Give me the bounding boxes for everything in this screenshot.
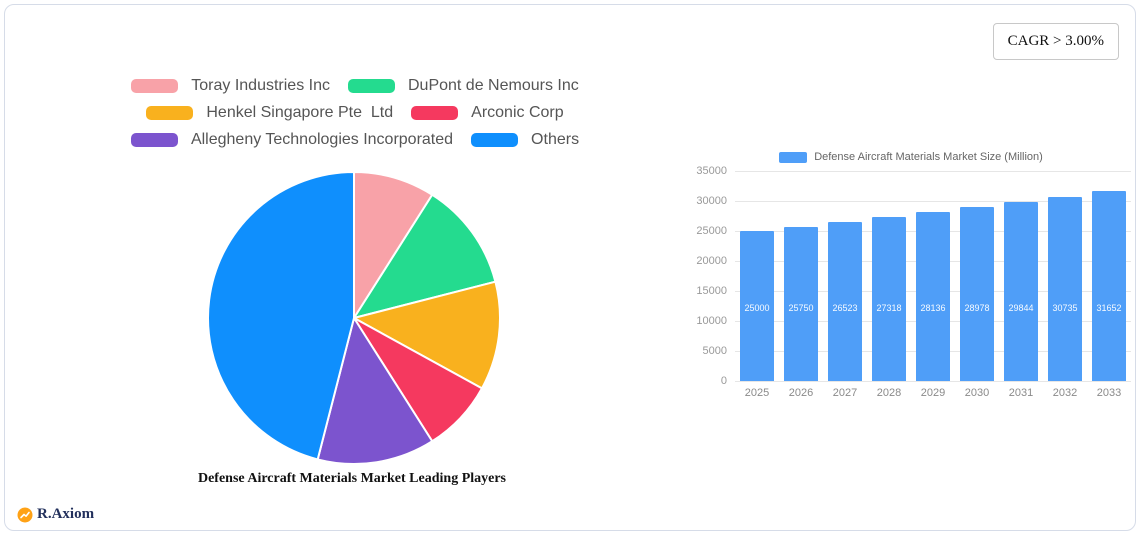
pie-slice-1[interactable]: [353, 193, 497, 319]
pie-chart[interactable]: [204, 168, 504, 468]
legend-item-toray[interactable]: Toray Industries Inc: [131, 77, 330, 95]
bar-2029[interactable]: 28136: [916, 212, 950, 381]
bar-value-label: 26523: [832, 303, 858, 313]
legend-label: DuPont de Nemours Inc: [407, 77, 579, 94]
bar-2026[interactable]: 25750: [784, 226, 818, 381]
bar-value-label: 31652: [1096, 303, 1122, 313]
y-axis-tick: 10000: [696, 315, 727, 327]
pie-legend: Toray Industries Inc DuPont de Nemours I…: [75, 77, 635, 158]
bar-2033[interactable]: 31652: [1092, 191, 1126, 381]
legend-swatch: [411, 106, 459, 120]
y-axis-tick: 15000: [696, 285, 727, 297]
pie-legend-row: Henkel Singapore Pte Ltd Arconic Corp: [75, 104, 635, 122]
legend-label: Toray Industries Inc: [191, 77, 330, 94]
bar-2027[interactable]: 26523: [828, 221, 862, 381]
bar-plot-area: 0 5000 10000 15000 20000 25000 30000 35000 25000…: [696, 165, 1131, 387]
report-card: CAGR > 3.00% Toray Industries Inc DuPont…: [4, 4, 1136, 531]
bar-xaxis: 2025 2026 2027 2028 2029 2030 2031 2032 2033: [735, 381, 1131, 403]
bar-2030[interactable]: 28978: [960, 207, 994, 381]
gridline: [735, 381, 1131, 382]
legend-item-allegheny[interactable]: Allegheny Technologies Incorporated: [130, 131, 454, 149]
bar-2031[interactable]: 29844: [1004, 201, 1038, 381]
legend-label: Allegheny Technologies Incorporated: [190, 131, 454, 148]
y-axis-tick: 30000: [696, 195, 727, 207]
bar-legend-swatch: [779, 151, 808, 163]
brand-name: R.Axiom: [37, 506, 95, 522]
y-axis-tick: 0: [720, 375, 727, 387]
legend-item-arconic[interactable]: Arconic Corp: [411, 104, 564, 122]
cagr-badge: CAGR > 3.00%: [992, 23, 1119, 60]
bar-chart: Defense Aircraft Materials Market Size (…: [691, 149, 1131, 403]
pie-chart-title: Defense Aircraft Materials Market Leadin…: [197, 471, 507, 486]
bar-value-label: 25750: [788, 303, 814, 313]
bar-value-label: 30735: [1052, 303, 1078, 313]
legend-label: Arconic Corp: [471, 104, 564, 121]
x-axis-tick: 2032: [1052, 387, 1078, 399]
pie-legend-row: Allegheny Technologies Incorporated Othe…: [75, 131, 635, 149]
bar-2025[interactable]: 25000: [740, 231, 774, 381]
pie-slice-4[interactable]: [316, 317, 434, 465]
brand-logo: R.Axiom: [17, 506, 94, 523]
bar-value-label: 29844: [1008, 303, 1034, 313]
pie-slice-2[interactable]: [353, 280, 501, 390]
y-axis-tick: 20000: [696, 255, 727, 267]
y-axis-tick: 25000: [696, 225, 727, 237]
brand-icon: [17, 507, 33, 522]
legend-label: Others: [531, 131, 580, 148]
bar-value-label: 27318: [876, 303, 902, 313]
legend-swatch: [146, 106, 194, 120]
legend-swatch: [347, 79, 395, 93]
pie-slice-0[interactable]: [353, 171, 434, 319]
x-axis-tick: 2031: [1008, 387, 1034, 399]
legend-swatch: [130, 133, 178, 147]
x-axis-tick: 2033: [1096, 387, 1122, 399]
pie-legend-row: Toray Industries Inc DuPont de Nemours I…: [75, 77, 635, 95]
legend-label: Henkel Singapore Pte Ltd: [206, 104, 394, 121]
bar-2032[interactable]: 30735: [1048, 196, 1082, 381]
legend-item-others[interactable]: Others: [471, 131, 579, 149]
y-axis-tick: 5000: [702, 345, 727, 357]
x-axis-tick: 2029: [920, 387, 946, 399]
x-axis-tick: 2025: [744, 387, 770, 399]
x-axis-tick: 2027: [832, 387, 858, 399]
gridline: [735, 171, 1131, 172]
bar-2028[interactable]: 27318: [872, 217, 906, 381]
x-axis-tick: 2028: [876, 387, 902, 399]
legend-item-dupont[interactable]: DuPont de Nemours Inc: [347, 77, 579, 95]
pie-slice-5[interactable]: [207, 171, 355, 461]
bar-value-label: 25000: [744, 303, 770, 313]
bar-legend-label: Defense Aircraft Materials Market Size (…: [814, 151, 1043, 163]
bar-value-label: 28978: [964, 303, 990, 313]
legend-swatch: [131, 79, 179, 93]
x-axis-tick: 2026: [788, 387, 814, 399]
gridline: [735, 201, 1131, 202]
bar-legend[interactable]: Defense Aircraft Materials Market Size (…: [691, 149, 1131, 165]
legend-swatch: [471, 133, 519, 147]
x-axis-tick: 2030: [964, 387, 990, 399]
legend-item-henkel[interactable]: Henkel Singapore Pte Ltd: [146, 104, 393, 122]
bar-value-label: 28136: [920, 303, 946, 313]
y-axis-tick: 35000: [696, 165, 727, 177]
